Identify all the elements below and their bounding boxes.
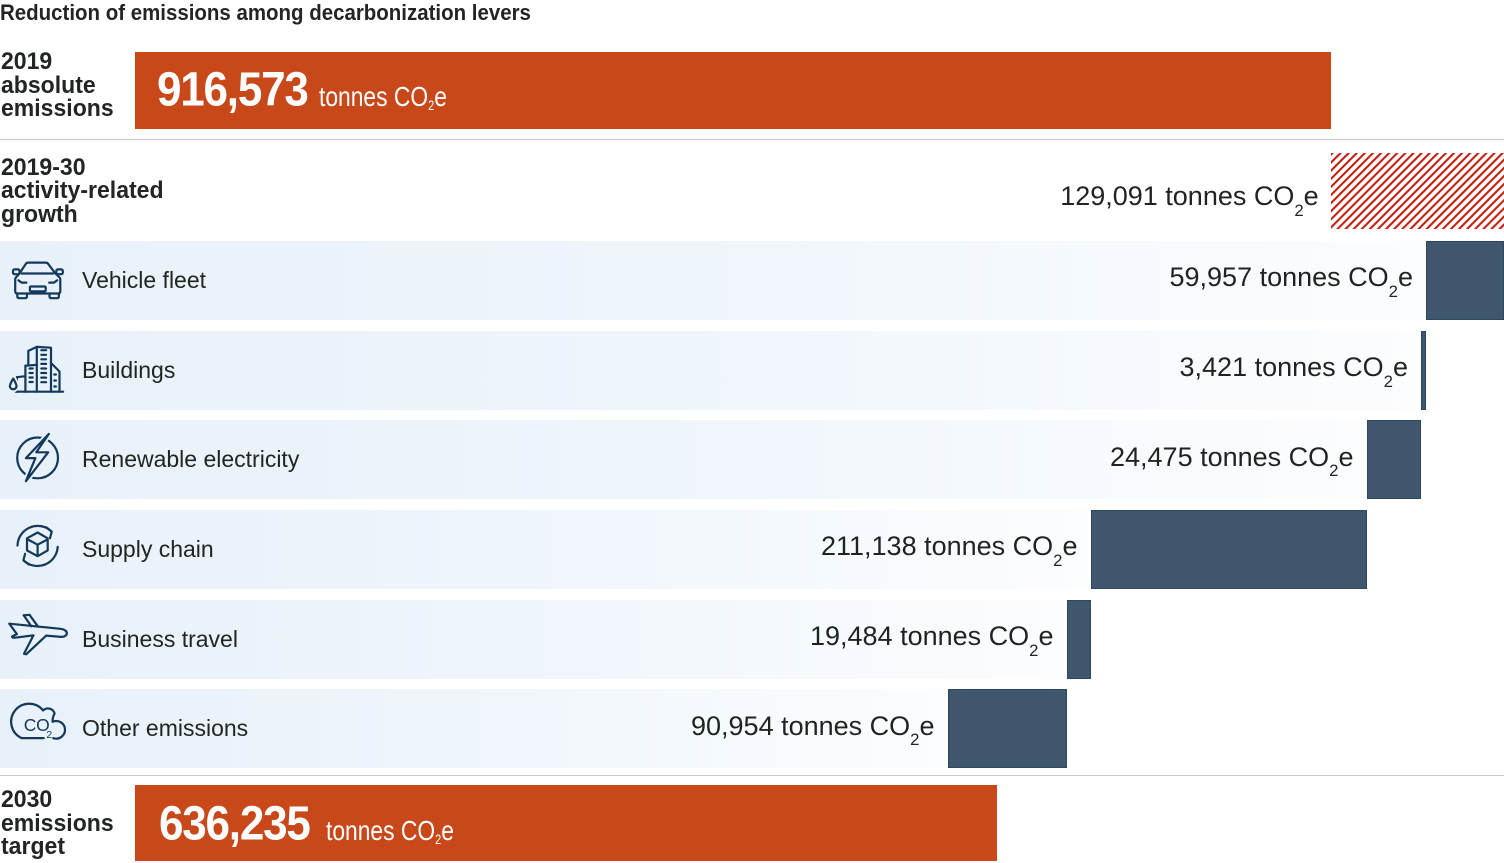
svg-text:2: 2 — [46, 729, 52, 741]
svg-text:CO: CO — [24, 715, 50, 735]
